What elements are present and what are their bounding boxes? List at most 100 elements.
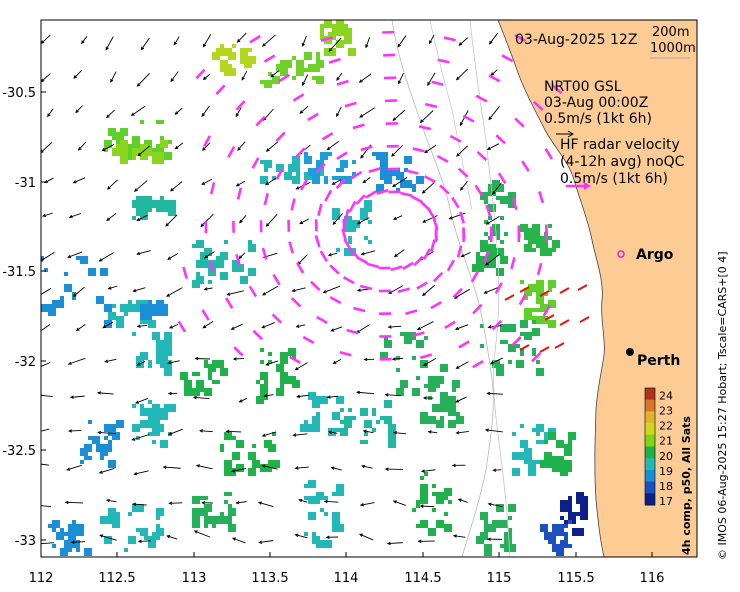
sst-pixel xyxy=(192,516,200,524)
hf-vector xyxy=(434,228,438,241)
sst-pixel xyxy=(476,256,484,264)
gsl-vector xyxy=(232,537,246,544)
gsl-vector xyxy=(134,180,148,192)
sst-pixel xyxy=(116,512,120,516)
sst-pixel xyxy=(568,444,572,448)
sst-pixel xyxy=(296,156,300,160)
hf-vector xyxy=(278,73,290,83)
sst-pixel xyxy=(412,388,420,396)
gsl-vector-head xyxy=(167,432,172,436)
sst-pixel xyxy=(308,168,316,176)
sst-pixel xyxy=(88,420,92,424)
gsl-vector-head xyxy=(384,467,389,471)
sst-pixel xyxy=(316,416,320,420)
sst-pixel xyxy=(364,408,368,412)
sst-pixel xyxy=(480,240,484,244)
sst-pixel xyxy=(148,300,152,304)
gsl-vector-head xyxy=(105,114,110,119)
sst-pixel xyxy=(248,48,252,52)
sst-pixel xyxy=(304,424,312,432)
sst-pixel xyxy=(384,156,388,160)
sst-pixel xyxy=(100,456,104,460)
sst-pixel xyxy=(520,224,528,232)
hf-vector xyxy=(336,151,348,160)
sst-pixel xyxy=(332,516,340,524)
gsl-vector xyxy=(336,72,343,81)
sst-pixel xyxy=(440,364,448,372)
sst-pixel xyxy=(236,464,244,472)
gsl-vector-head xyxy=(332,221,337,226)
sst-pixel xyxy=(544,292,548,296)
sst-pixel xyxy=(136,208,140,212)
sst-pixel xyxy=(236,452,240,456)
sst-pixel xyxy=(292,176,300,184)
gsl-vector-head xyxy=(107,286,112,290)
gsl-vector-head xyxy=(294,466,299,470)
gsl-vector-head xyxy=(455,399,460,403)
depth-contour-200m xyxy=(469,20,511,557)
sst-pixel xyxy=(560,516,564,520)
sst-pixel xyxy=(192,496,200,504)
gsl-vector-head xyxy=(392,500,397,504)
sst-pixel xyxy=(340,400,344,404)
gsl-vector xyxy=(193,396,210,400)
lon-tick-label: 112 xyxy=(29,571,54,586)
gsl-vector-head xyxy=(194,356,199,361)
sst-pixel xyxy=(320,508,324,512)
sst-pixel xyxy=(88,456,92,460)
sst-pixel xyxy=(104,536,112,544)
sst-patches xyxy=(41,20,588,556)
gsl-vector xyxy=(295,362,308,371)
sst-pixel xyxy=(524,332,532,340)
sst-pixel xyxy=(208,372,212,376)
hf-vector xyxy=(344,101,357,108)
sst-pixel xyxy=(524,456,528,460)
coastal-vector xyxy=(544,314,555,321)
gsl-vector-head xyxy=(225,429,230,434)
sst-pixel xyxy=(496,368,504,376)
sst-pixel xyxy=(140,200,144,204)
hf-vector xyxy=(208,260,215,273)
gsl-vector-head xyxy=(362,179,367,184)
sst-pixel xyxy=(356,224,360,228)
sst-pixel xyxy=(496,184,504,192)
hf-vector xyxy=(413,255,424,267)
sst-pixel xyxy=(536,432,540,436)
gsl-vector xyxy=(359,107,376,118)
sst-pixel xyxy=(380,160,384,164)
sst-pixel xyxy=(316,56,320,60)
gsl-vector xyxy=(41,324,51,332)
hf-vector xyxy=(532,100,544,111)
sst-pixel xyxy=(368,220,372,224)
hf-vector xyxy=(225,297,234,310)
sst-pixel xyxy=(132,504,136,508)
gsl-vector xyxy=(328,252,338,256)
sst-pixel xyxy=(384,180,388,184)
gsl-vector-head xyxy=(422,362,427,366)
gsl-vector xyxy=(428,431,438,434)
gsl-vector-head xyxy=(167,361,172,365)
hf-vector xyxy=(452,287,463,299)
hf-vector xyxy=(290,198,296,211)
sst-pixel xyxy=(580,512,588,520)
gsl-vector xyxy=(485,429,503,433)
sst-pixel xyxy=(64,540,68,544)
gsl-vector xyxy=(262,431,277,437)
gsl-vector-head xyxy=(421,190,426,194)
sst-pixel xyxy=(324,496,328,500)
hf-vector xyxy=(290,297,302,308)
hf-vector xyxy=(542,304,551,317)
sst-pixel xyxy=(392,168,400,176)
gsl-vector xyxy=(429,34,435,44)
gsl-vector xyxy=(461,252,471,258)
gsl-vector xyxy=(261,322,275,329)
gsl-vector xyxy=(165,214,178,227)
gsl-vector xyxy=(262,285,279,296)
hf-vector xyxy=(472,359,484,369)
gsl-vector-head xyxy=(327,430,333,434)
gsl-vector-head xyxy=(386,541,391,546)
sst-pixel xyxy=(84,548,92,556)
sst-pixel xyxy=(436,520,444,528)
sst-pixel xyxy=(452,380,460,388)
hf-vector xyxy=(289,355,301,364)
